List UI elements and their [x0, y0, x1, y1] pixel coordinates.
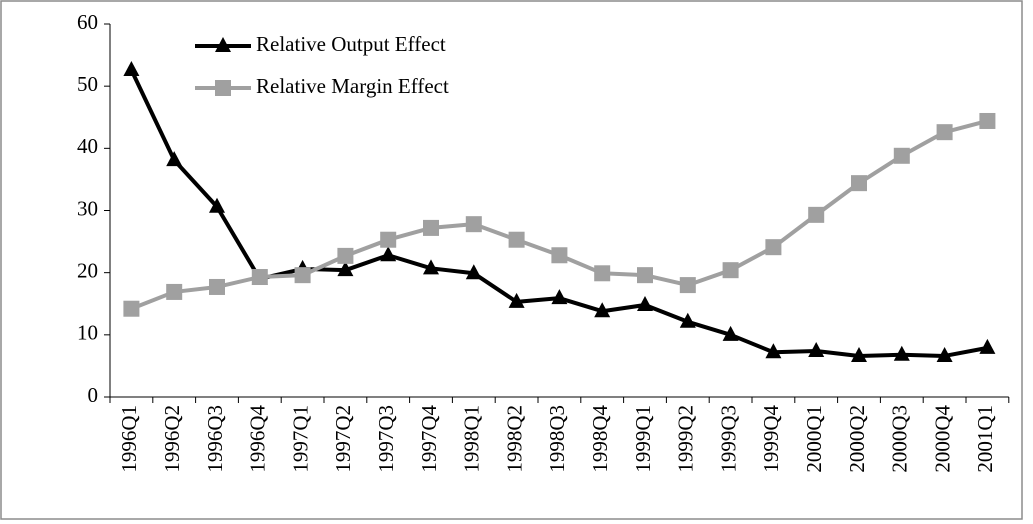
marker: [637, 267, 653, 284]
marker: [808, 341, 825, 357]
marker: [294, 267, 311, 284]
marker: [936, 124, 953, 141]
marker: [765, 343, 782, 359]
y-tick-label: 20: [77, 258, 98, 282]
x-tick-label: 2000Q4: [930, 405, 954, 473]
marker: [851, 175, 867, 192]
marker: [594, 265, 611, 282]
y-tick-label: 50: [77, 72, 98, 96]
x-tick-label: 1998Q3: [545, 405, 569, 473]
marker: [123, 61, 140, 77]
marker: [979, 338, 996, 354]
marker: [423, 219, 439, 236]
x-tick-label: 1999Q2: [674, 405, 698, 473]
marker: [215, 80, 231, 96]
y-tick-label: 60: [77, 10, 98, 34]
x-tick-label: 1998Q1: [460, 405, 484, 473]
x-tick-label: 1997Q4: [417, 405, 441, 473]
marker: [337, 247, 354, 264]
marker: [380, 231, 397, 248]
marker: [215, 37, 231, 52]
x-tick-label: 1997Q1: [288, 405, 312, 473]
marker: [465, 216, 482, 233]
marker: [337, 261, 354, 277]
y-tick-label: 30: [77, 196, 98, 220]
marker: [508, 231, 525, 248]
x-tick-label: 1999Q4: [759, 405, 783, 473]
y-tick-label: 40: [77, 134, 98, 158]
marker: [594, 302, 611, 318]
marker: [808, 206, 825, 223]
x-tick-label: 1996Q3: [203, 405, 227, 473]
marker: [936, 346, 953, 362]
x-tick-label: 1998Q2: [502, 405, 526, 473]
marker: [423, 259, 439, 275]
y-tick-label: 0: [88, 383, 99, 407]
marker: [166, 151, 183, 167]
marker: [209, 278, 225, 295]
x-tick-label: 1999Q3: [716, 405, 740, 473]
x-tick-label: 1996Q2: [160, 405, 184, 473]
marker: [251, 269, 268, 286]
legend-label: Relative Margin Effect: [256, 74, 449, 98]
marker: [637, 295, 653, 311]
y-tick-label: 10: [77, 321, 98, 345]
x-tick-label: 2000Q3: [888, 405, 912, 473]
x-tick-label: 1997Q3: [374, 405, 398, 473]
marker: [209, 197, 225, 213]
marker: [893, 345, 910, 361]
marker: [551, 289, 568, 305]
marker: [508, 292, 525, 308]
x-tick-label: 2001Q1: [973, 405, 997, 473]
marker: [123, 300, 140, 317]
marker: [166, 283, 183, 300]
marker: [893, 147, 910, 164]
marker: [851, 346, 867, 362]
marker: [465, 264, 482, 280]
marker: [722, 262, 739, 279]
x-tick-label: 1999Q1: [631, 405, 655, 473]
series-markers: [123, 112, 996, 317]
x-tick-label: 2000Q2: [845, 405, 869, 473]
marker: [380, 246, 397, 262]
legend-label: Relative Output Effect: [256, 32, 446, 56]
marker: [679, 312, 696, 328]
marker: [679, 277, 696, 294]
marker: [722, 325, 739, 341]
x-tick-label: 1997Q2: [331, 405, 355, 473]
x-tick-label: 1996Q4: [246, 405, 270, 473]
x-tick-label: 1996Q1: [117, 405, 141, 473]
marker: [551, 247, 568, 264]
x-tick-label: 2000Q1: [802, 405, 826, 473]
x-tick-label: 1998Q4: [588, 405, 612, 473]
marker: [979, 112, 996, 129]
marker: [765, 239, 782, 256]
